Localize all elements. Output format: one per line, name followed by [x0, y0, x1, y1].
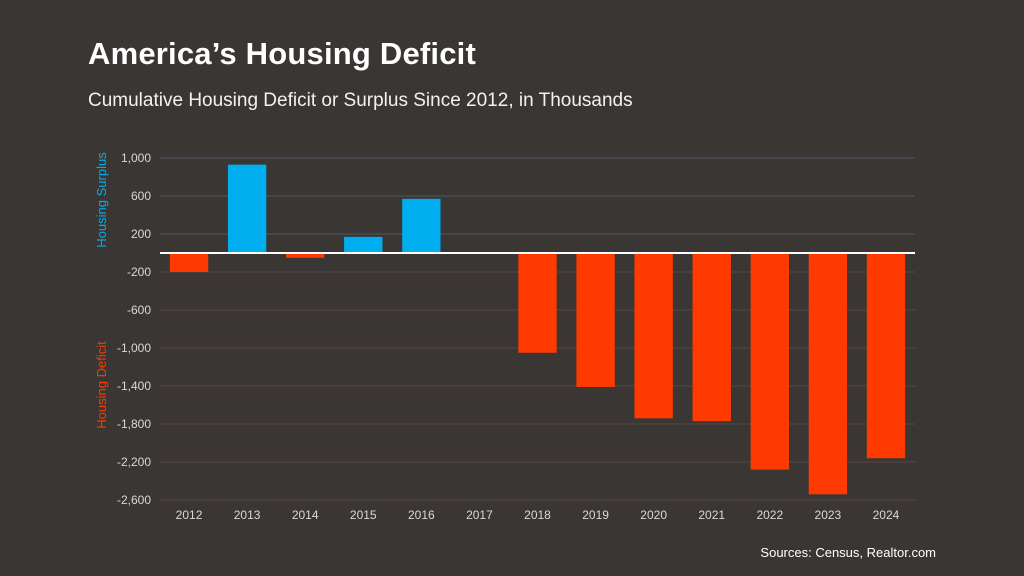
x-tick-label-2022: 2022 [756, 508, 783, 522]
bar-2020 [634, 253, 673, 419]
bar-2018 [518, 253, 557, 353]
bar-2016 [402, 198, 441, 253]
x-tick-label-2016: 2016 [408, 508, 435, 522]
bar-2023 [808, 253, 848, 495]
y-tick-label: 1,000 [121, 151, 151, 165]
y-tick-label: -200 [127, 265, 151, 279]
bar-2019 [576, 253, 615, 387]
x-tick-label-2013: 2013 [234, 508, 261, 522]
y-tick-label: -1,000 [117, 341, 151, 355]
bar-2012 [169, 253, 209, 272]
y-tick-label: -600 [127, 303, 151, 317]
bar-2024 [866, 253, 906, 459]
x-tick-label-2014: 2014 [292, 508, 319, 522]
bar-2022 [750, 253, 789, 470]
x-tick-label-2020: 2020 [640, 508, 667, 522]
x-tick-label-2021: 2021 [698, 508, 725, 522]
bar-2021 [692, 253, 731, 422]
x-tick-label-2017: 2017 [466, 508, 493, 522]
y-tick-label: -2,600 [117, 493, 151, 507]
y-tick-label: -2,200 [117, 455, 151, 469]
y-axis-label-deficit: Housing Deficit [94, 341, 109, 429]
bar-2013 [227, 164, 267, 253]
y-tick-label: -1,800 [117, 417, 151, 431]
chart-subtitle: Cumulative Housing Deficit or Surplus Si… [88, 90, 633, 111]
x-tick-label-2024: 2024 [873, 508, 900, 522]
x-tick-label-2023: 2023 [815, 508, 842, 522]
x-tick-label-2012: 2012 [176, 508, 203, 522]
bar-2015 [344, 236, 383, 253]
y-tick-label: 200 [131, 227, 151, 241]
chart-title: America’s Housing Deficit [88, 36, 477, 71]
source-note: Sources: Census, Realtor.com [760, 545, 936, 560]
y-tick-label: -1,400 [117, 379, 151, 393]
y-axis-label-surplus: Housing Surplus [94, 152, 109, 248]
y-tick-label: 600 [131, 189, 151, 203]
x-tick-label-2019: 2019 [582, 508, 609, 522]
bar-2014 [286, 253, 325, 258]
x-tick-label-2018: 2018 [524, 508, 551, 522]
x-tick-label-2015: 2015 [350, 508, 377, 522]
